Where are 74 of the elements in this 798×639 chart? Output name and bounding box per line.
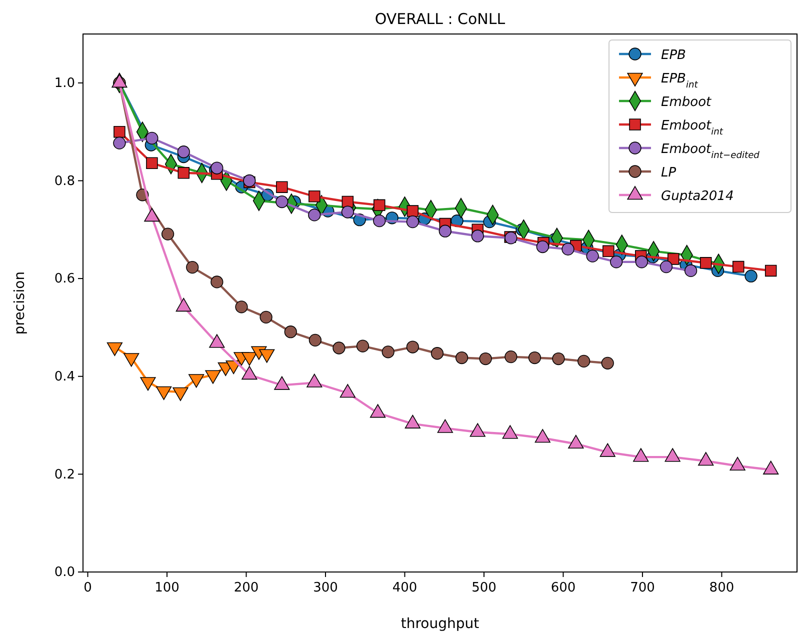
x-tick-label: 700 [630, 580, 655, 596]
point [660, 260, 673, 274]
x-tick-label: 100 [154, 580, 180, 596]
point [668, 253, 680, 265]
point [562, 242, 574, 256]
point [146, 132, 158, 144]
point [552, 352, 565, 366]
x-tick-label: 300 [313, 580, 338, 596]
point [235, 300, 248, 314]
point [374, 199, 386, 212]
point [602, 245, 614, 258]
y-tick-label: 0.0 [54, 565, 75, 580]
point [471, 230, 484, 242]
point [356, 340, 370, 352]
y-tick-label: 1.0 [54, 76, 75, 92]
point [341, 206, 354, 218]
point [308, 190, 320, 202]
point [684, 264, 698, 278]
y-tick-label: 0.6 [54, 272, 75, 287]
x-axis-title: throughput [400, 616, 480, 632]
point [586, 250, 599, 262]
point [276, 181, 288, 193]
y-tick-label: 0.8 [54, 174, 75, 189]
x-tick-label: 500 [472, 580, 496, 596]
point [113, 136, 126, 150]
point [732, 260, 744, 273]
point [578, 354, 590, 368]
point [161, 228, 174, 240]
point [764, 264, 777, 277]
legend-label: Emboot$_{int−edited}$ [661, 142, 760, 161]
point [406, 216, 419, 228]
legend-label: EPB [661, 48, 686, 63]
point [528, 351, 542, 364]
point [177, 146, 190, 158]
point [373, 214, 386, 228]
point [382, 346, 394, 358]
point [308, 208, 321, 222]
point [536, 240, 549, 254]
x-tick-label: 600 [550, 580, 576, 596]
point [610, 256, 623, 268]
x-tick-label: 800 [709, 580, 734, 596]
point [276, 195, 288, 208]
point [700, 257, 712, 269]
point [260, 310, 272, 324]
point [406, 205, 419, 217]
point [186, 260, 199, 274]
point [114, 126, 126, 138]
point [178, 167, 190, 179]
point [744, 270, 758, 282]
point [146, 157, 158, 169]
point [332, 342, 346, 354]
point [430, 347, 444, 360]
point [438, 224, 452, 238]
point [210, 276, 224, 288]
legend-label: Gupta2014 [661, 189, 734, 204]
x-tick-label: 0 [84, 580, 92, 596]
legend-label: Emboot [661, 95, 712, 110]
y-axis-title: precision [12, 271, 28, 335]
point [284, 326, 297, 338]
point [635, 256, 648, 268]
legend-label: Emboot$_{int}$ [661, 118, 724, 138]
point [406, 340, 419, 354]
y-tick-label: 0.2 [54, 467, 75, 482]
y-tick-label: 0.4 [54, 370, 75, 385]
point [479, 352, 492, 366]
x-tick-label: 200 [234, 580, 259, 596]
point [455, 351, 468, 364]
legend-label: EPB$_{int}$ [661, 72, 698, 90]
point [601, 356, 614, 370]
x-tick-label: 400 [392, 580, 418, 596]
point [308, 334, 322, 346]
point [504, 350, 518, 364]
legend-label: LP [661, 166, 676, 180]
chart-title: OVERALL : CoNLL [374, 10, 506, 28]
